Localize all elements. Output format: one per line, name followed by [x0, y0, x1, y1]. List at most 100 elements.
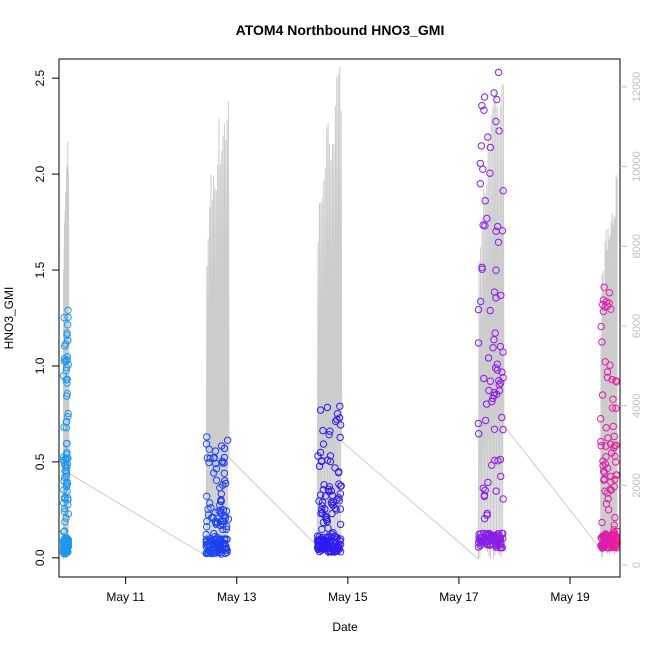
data-point: [495, 530, 503, 538]
data-point: [60, 313, 68, 322]
data-point: [216, 484, 224, 492]
data-point: [609, 422, 617, 431]
data-point: [493, 360, 501, 368]
data-point: [609, 395, 617, 403]
data-point: [597, 322, 605, 331]
altitude-trace: [62, 66, 618, 560]
data-point: [63, 375, 71, 383]
data-point: [62, 392, 71, 400]
data-point: [328, 509, 336, 518]
data-point: [62, 366, 71, 374]
data-point: [223, 546, 231, 555]
data-point: [480, 106, 488, 114]
x-tick-label: May 17: [439, 590, 479, 604]
data-point: [612, 458, 620, 466]
data-point: [608, 404, 617, 412]
data-point: [598, 391, 607, 399]
data-point: [60, 357, 69, 365]
data-point: [221, 544, 229, 553]
data-point: [486, 169, 494, 177]
data-point: [486, 143, 495, 152]
data-point: [60, 527, 69, 535]
data-point: [611, 452, 619, 460]
data-point: [492, 487, 500, 495]
data-point: [604, 434, 612, 442]
data-point: [217, 508, 225, 517]
data-point: [314, 452, 322, 460]
data-point: [607, 478, 615, 486]
data-point: [220, 469, 229, 477]
data-point: [478, 102, 486, 110]
data-point: [204, 511, 213, 519]
hno3-points: [59, 68, 621, 558]
data-point: [64, 409, 72, 418]
data-point: [493, 222, 502, 231]
data-point: [332, 417, 340, 426]
data-point: [221, 535, 229, 543]
data-point: [59, 499, 68, 507]
data-point: [484, 354, 493, 362]
data-point: [217, 495, 225, 504]
data-point: [333, 410, 342, 418]
y-axis-label: HNO3_GMI: [2, 287, 16, 350]
data-point: [328, 530, 336, 538]
data-point: [599, 541, 607, 549]
data-point: [323, 403, 332, 412]
data-point: [495, 377, 503, 385]
data-point: [602, 500, 611, 508]
data-point: [476, 159, 484, 168]
data-point: [61, 461, 70, 469]
data-point: [216, 501, 224, 509]
data-point: [602, 424, 610, 432]
data-point: [499, 187, 507, 195]
data-point: [597, 442, 605, 450]
data-point: [610, 529, 619, 537]
data-point: [492, 266, 500, 274]
data-point: [599, 461, 607, 470]
data-point: [492, 227, 500, 235]
y2-tick-label: 8000: [631, 234, 643, 258]
data-point: [317, 457, 326, 465]
x-tick-label: May 19: [550, 590, 590, 604]
data-point: [612, 441, 620, 449]
data-point: [318, 506, 326, 514]
data-point: [318, 543, 327, 551]
data-point: [319, 426, 327, 435]
data-point: [482, 400, 491, 408]
data-point: [203, 492, 211, 500]
data-point: [492, 541, 501, 549]
x-tick-label: May 15: [328, 590, 368, 604]
data-point: [609, 541, 618, 549]
data-point: [319, 518, 328, 527]
data-point: [202, 530, 210, 539]
data-point: [474, 305, 483, 314]
data-point: [478, 263, 486, 271]
data-point: [60, 528, 68, 536]
data-point: [223, 436, 232, 444]
y-tick-label: 0.5: [33, 453, 47, 470]
data-point: [479, 484, 487, 492]
data-point: [205, 445, 213, 453]
data-point: [62, 472, 71, 480]
data-point: [62, 545, 71, 554]
altitude-line: [62, 66, 618, 560]
x-axis-label: Date: [332, 620, 358, 634]
data-point: [602, 298, 611, 306]
data-point: [483, 214, 491, 223]
y-tick-label: 1.0: [33, 357, 47, 374]
data-point: [63, 379, 71, 387]
data-point: [62, 541, 71, 550]
data-point: [222, 525, 231, 533]
data-point: [217, 506, 225, 514]
data-point: [600, 475, 608, 483]
data-point: [64, 537, 72, 545]
data-point: [488, 461, 496, 469]
data-point: [485, 386, 493, 395]
data-point: [480, 374, 488, 383]
data-point: [203, 433, 211, 441]
data-point: [336, 433, 344, 442]
data-point: [597, 437, 605, 446]
data-point: [481, 486, 489, 494]
data-point: [479, 529, 488, 537]
data-point: [64, 413, 72, 421]
